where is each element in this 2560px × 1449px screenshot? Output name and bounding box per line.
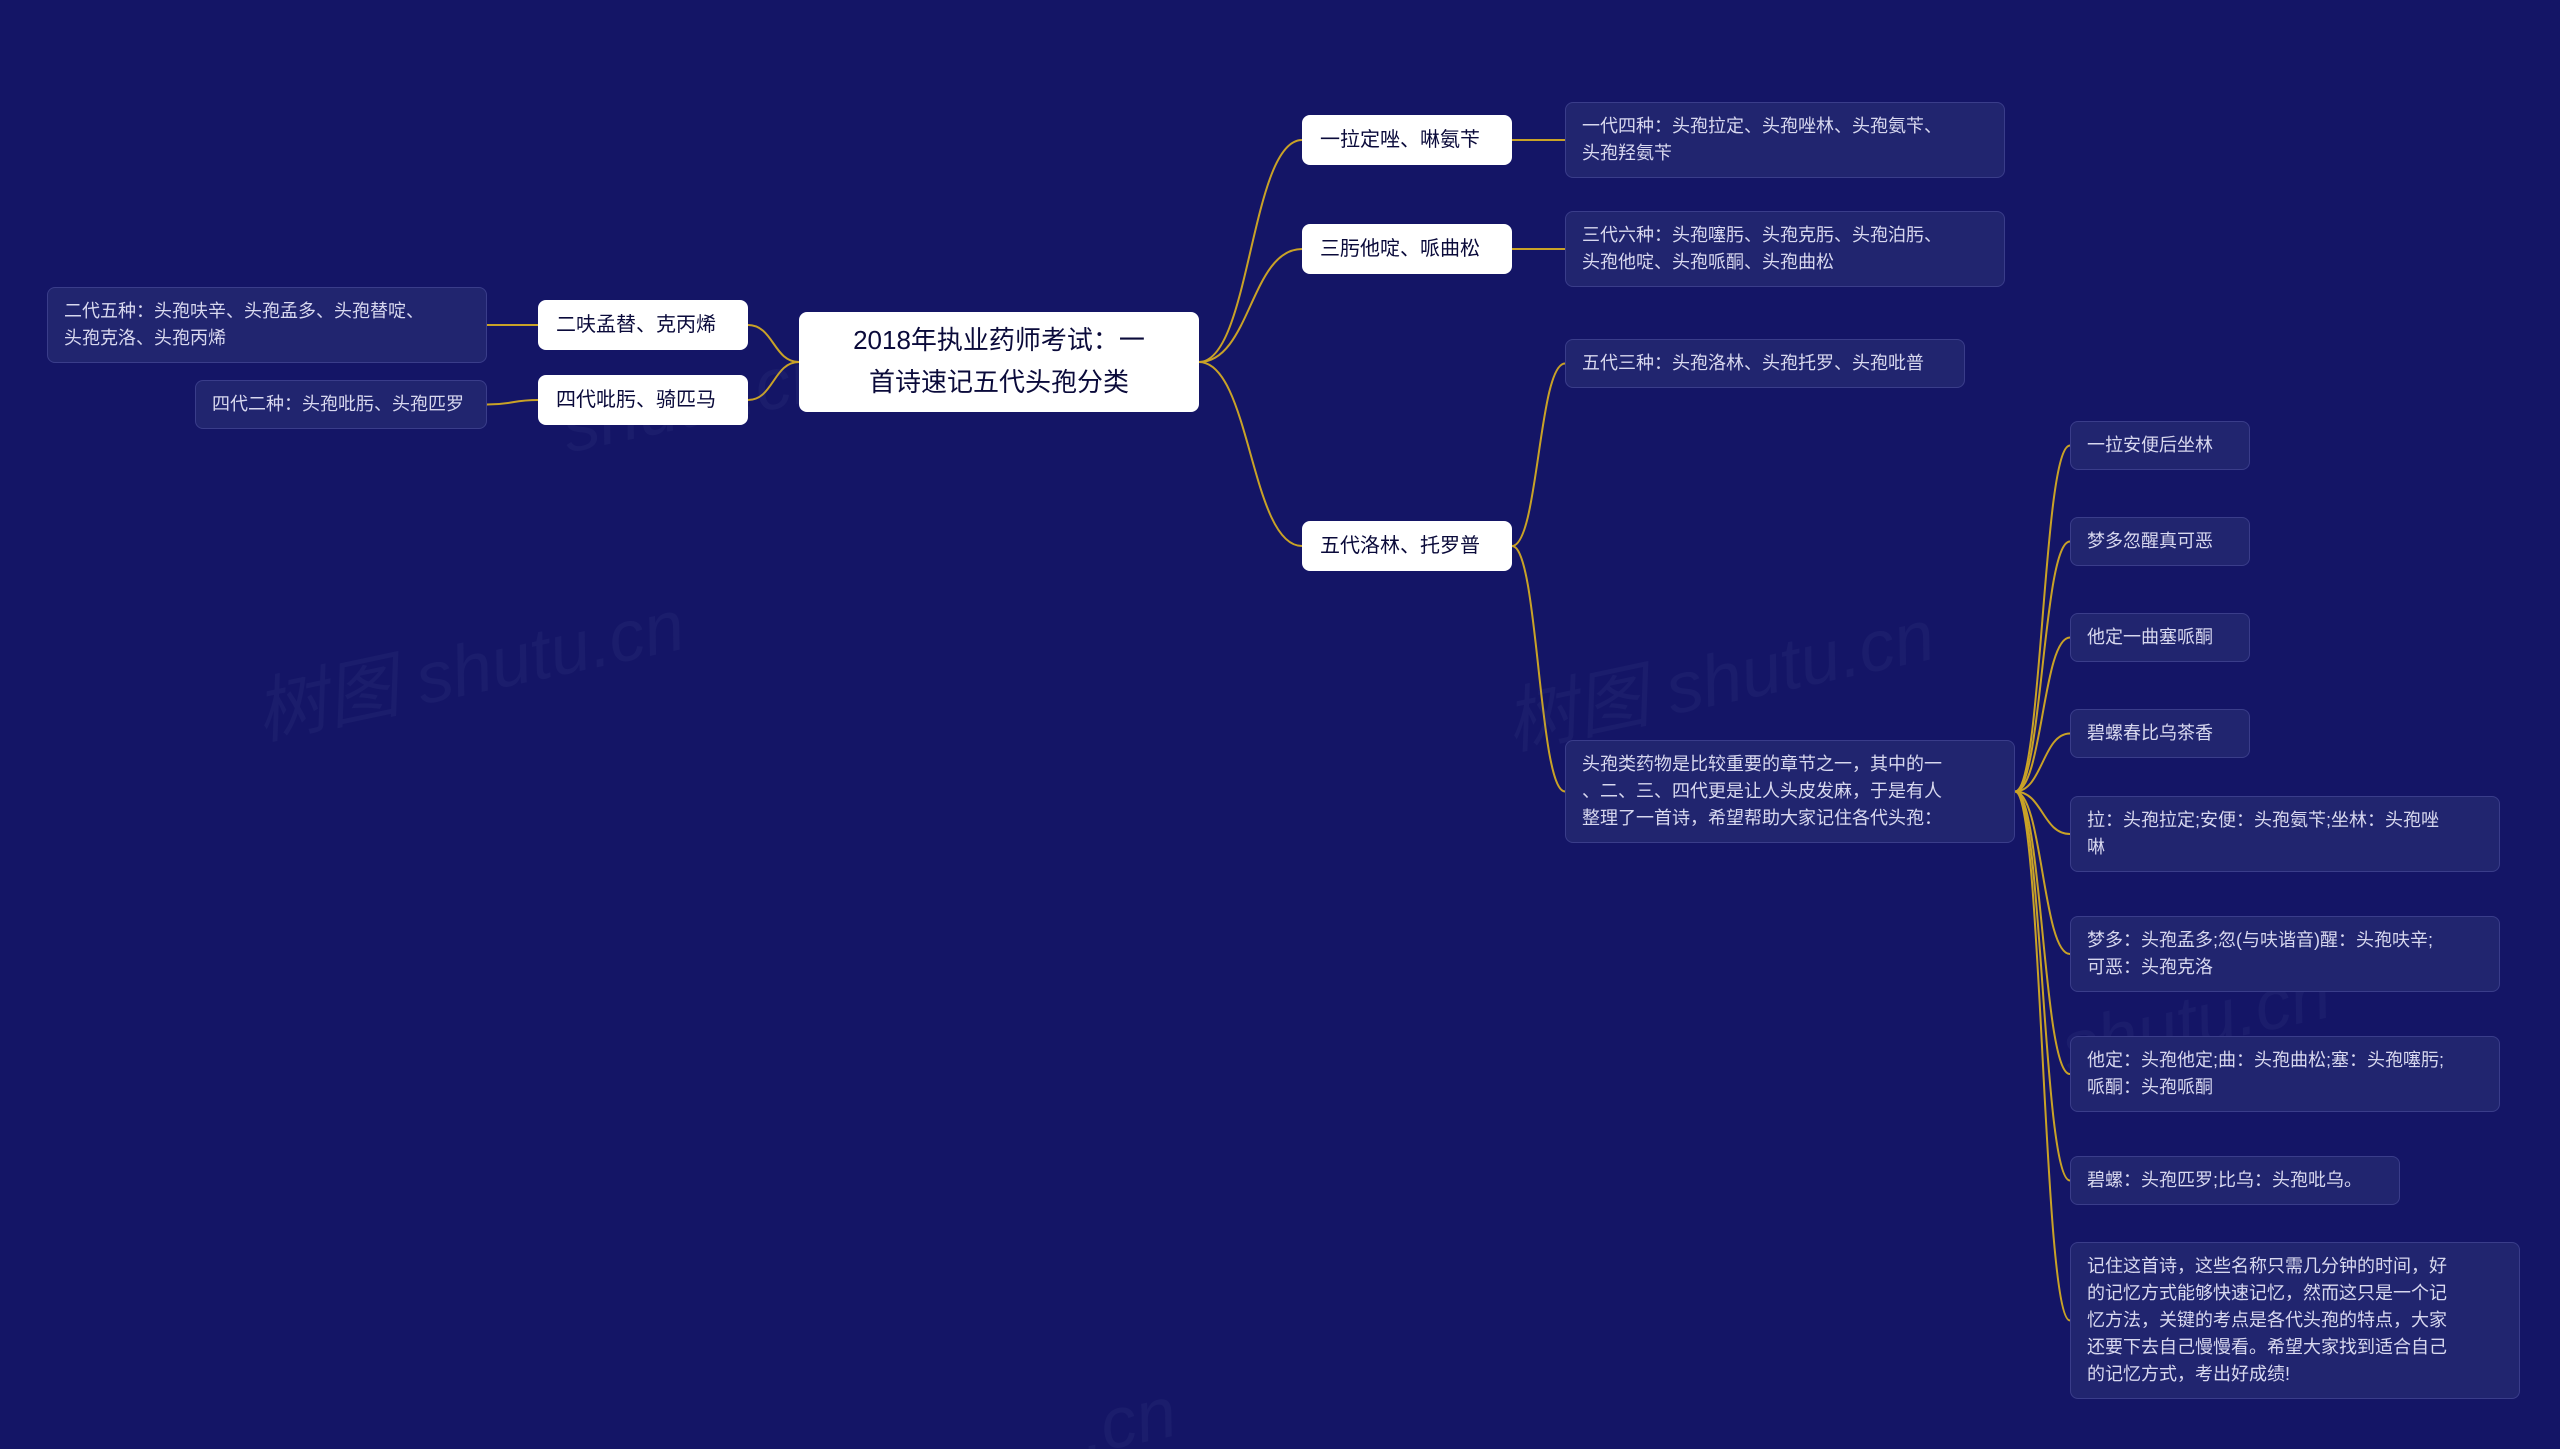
sub-leaf-3[interactable]: 他定一曲塞哌酮 — [2070, 613, 2250, 662]
leaf-right-3a[interactable]: 五代三种：头孢洛林、头孢托罗、头孢吡普 — [1565, 339, 1965, 388]
branch-left-1[interactable]: 二呋孟替、克丙烯 — [538, 300, 748, 350]
leaf-left-1a[interactable]: 二代五种：头孢呋辛、头孢孟多、头孢替啶、头孢克洛、头孢丙烯 — [47, 287, 487, 363]
watermark: .cn — [1073, 1371, 1184, 1449]
sub-leaf-9[interactable]: 记住这首诗，这些名称只需几分钟的时间，好的记忆方式能够快速记忆，然而这只是一个记… — [2070, 1242, 2520, 1399]
sub-leaf-2[interactable]: 梦多忽醒真可恶 — [2070, 517, 2250, 566]
sub-leaf-7[interactable]: 他定：头孢他定;曲：头孢曲松;塞：头孢噻肟;哌酮：头孢哌酮 — [2070, 1036, 2500, 1112]
sub-leaf-1[interactable]: 一拉安便后坐林 — [2070, 421, 2250, 470]
sub-leaf-5[interactable]: 拉：头孢拉定;安便：头孢氨苄;坐林：头孢唑啉 — [2070, 796, 2500, 872]
sub-leaf-4[interactable]: 碧螺春比乌茶香 — [2070, 709, 2250, 758]
sub-leaf-6[interactable]: 梦多：头孢孟多;忽(与呋谐音)醒：头孢呋辛;可恶：头孢克洛 — [2070, 916, 2500, 992]
leaf-right-2a[interactable]: 三代六种：头孢噻肟、头孢克肟、头孢泊肟、头孢他啶、头孢哌酮、头孢曲松 — [1565, 211, 2005, 287]
branch-left-2[interactable]: 四代吡肟、骑匹马 — [538, 375, 748, 425]
sub-leaf-8[interactable]: 碧螺：头孢匹罗;比乌：头孢吡乌。 — [2070, 1156, 2400, 1205]
leaf-left-2a[interactable]: 四代二种：头孢吡肟、头孢匹罗 — [195, 380, 487, 429]
leaf-right-3b[interactable]: 头孢类药物是比较重要的章节之一，其中的一、二、三、四代更是让人头皮发麻，于是有人… — [1565, 740, 2015, 843]
branch-right-3[interactable]: 五代洛林、托罗普 — [1302, 521, 1512, 571]
branch-right-1[interactable]: 一拉定唑、啉氨苄 — [1302, 115, 1512, 165]
watermark: 树图 shutu.cn — [244, 566, 692, 759]
branch-right-2[interactable]: 三肟他啶、哌曲松 — [1302, 224, 1512, 274]
root-node[interactable]: 2018年执业药师考试：一首诗速记五代头孢分类 — [799, 312, 1199, 412]
leaf-right-1a[interactable]: 一代四种：头孢拉定、头孢唑林、头孢氨苄、头孢羟氨苄 — [1565, 102, 2005, 178]
